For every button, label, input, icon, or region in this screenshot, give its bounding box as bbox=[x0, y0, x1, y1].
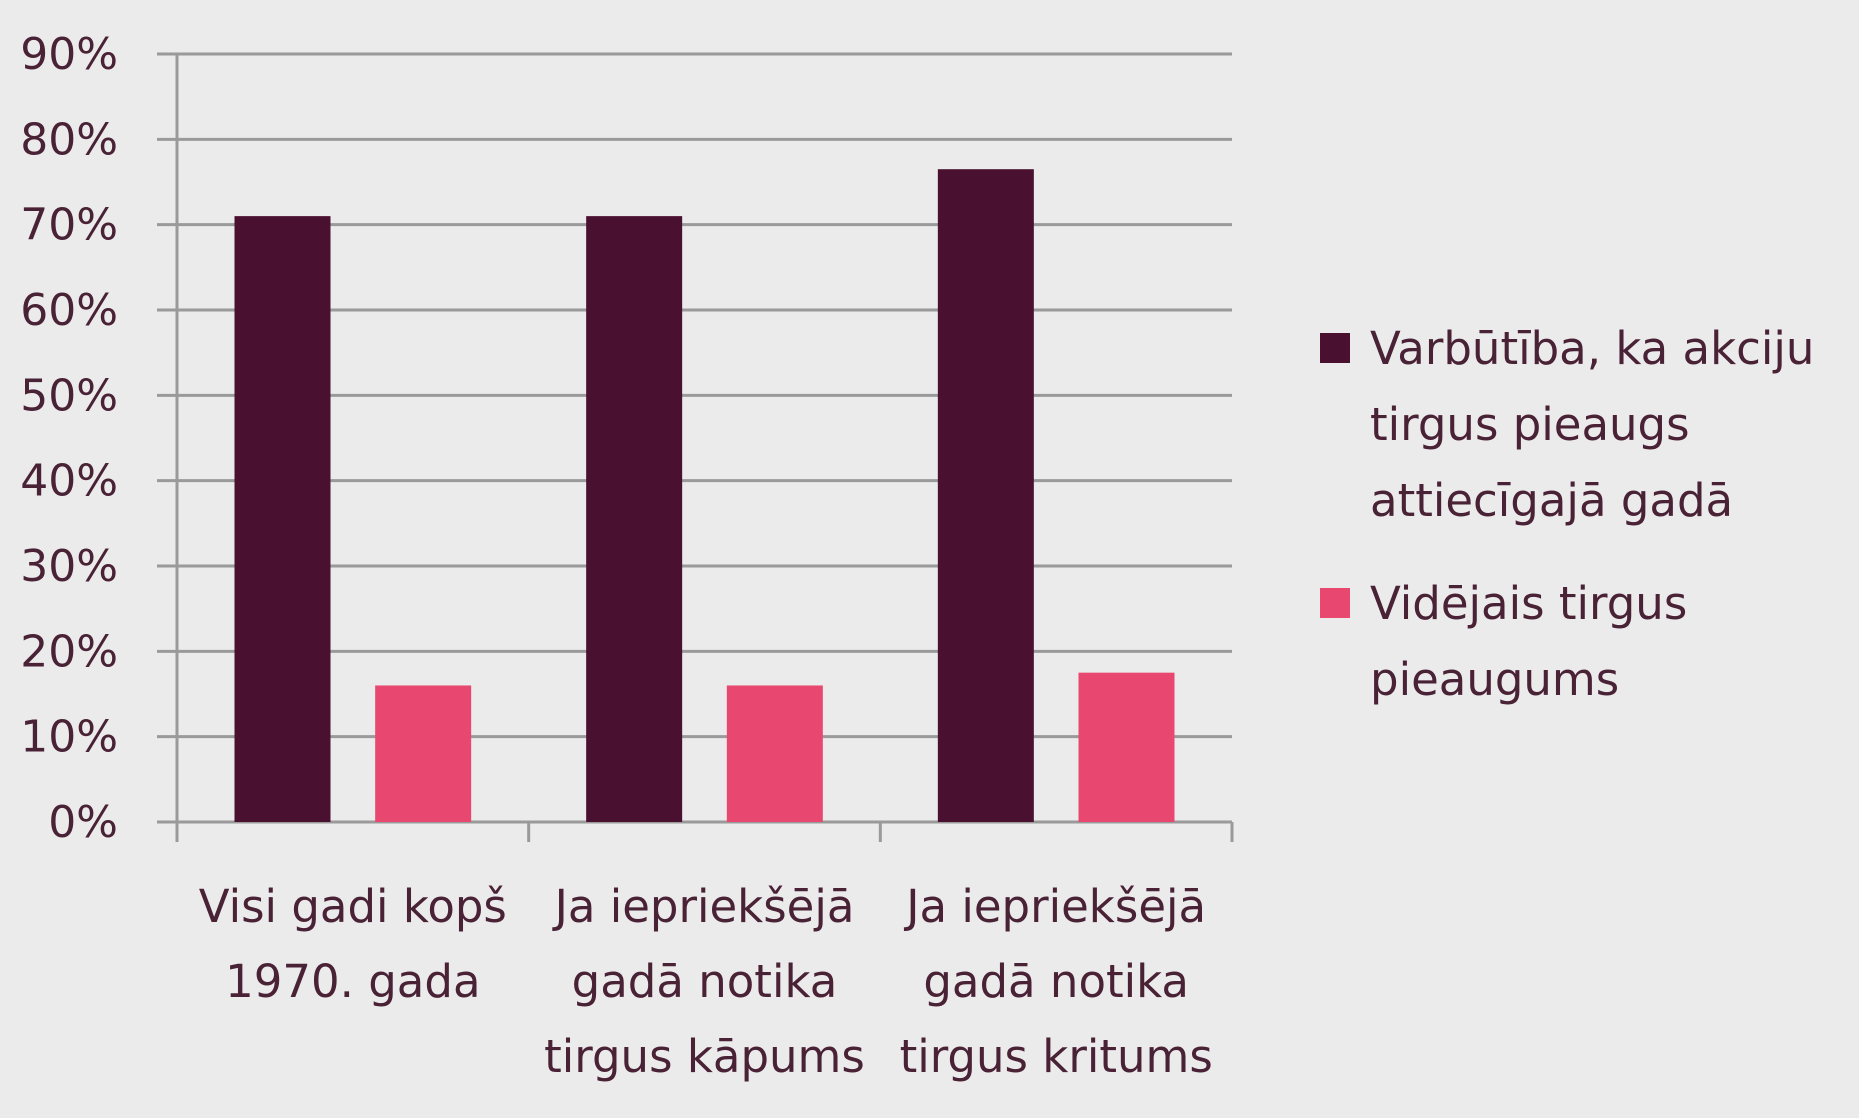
bar-series-1-cat-3 bbox=[937, 169, 1034, 822]
y-tick-label: 20% bbox=[20, 626, 118, 677]
x-category-label: Ja iepriekšējā gadā notika tirgus kāpums bbox=[544, 880, 865, 1083]
y-tick-label: 40% bbox=[20, 456, 118, 507]
x-category-label: Ja iepriekšējā gadā notika tirgus kritums bbox=[900, 880, 1213, 1083]
x-category-label: Visi gadi kopš 1970. gada bbox=[199, 880, 507, 1008]
legend-swatch bbox=[1320, 333, 1350, 363]
x-category-labels: Visi gadi kopš 1970. gada Ja iepriekšējā ga… bbox=[199, 880, 1213, 1083]
y-tick-label: 60% bbox=[20, 285, 118, 336]
y-tick-label: 0% bbox=[48, 797, 118, 848]
bar-series-1-cat-2 bbox=[586, 216, 683, 823]
axes bbox=[157, 52, 1234, 842]
bar-series-1-cat-1 bbox=[234, 216, 331, 823]
y-tick-label: 80% bbox=[20, 114, 118, 165]
bar-series-2-cat-3 bbox=[1078, 672, 1175, 822]
bar-series-2-cat-1 bbox=[375, 685, 472, 822]
legend-swatch bbox=[1320, 588, 1350, 618]
y-tick-label: 70% bbox=[20, 200, 118, 251]
gridlines bbox=[177, 52, 1232, 739]
y-tick-label: 90% bbox=[20, 29, 118, 80]
legend: Varbūtība, ka akciju tirgus pieaugs attiec… bbox=[1320, 322, 1814, 706]
y-tick-label: 30% bbox=[20, 541, 118, 592]
y-tick-label: 50% bbox=[20, 370, 118, 421]
y-tick-label: 10% bbox=[20, 712, 118, 763]
legend-label: Varbūtība, ka akciju tirgus pieaugs attiec… bbox=[1370, 322, 1814, 527]
bar-series-2-cat-2 bbox=[726, 685, 823, 822]
legend-label: Vidējais tirgus pieaugums bbox=[1370, 577, 1687, 706]
bars bbox=[234, 169, 1175, 823]
y-tick-labels: 0% 10% 20% 30% 40% 50% 60% 70% 80% 90% bbox=[20, 29, 118, 848]
